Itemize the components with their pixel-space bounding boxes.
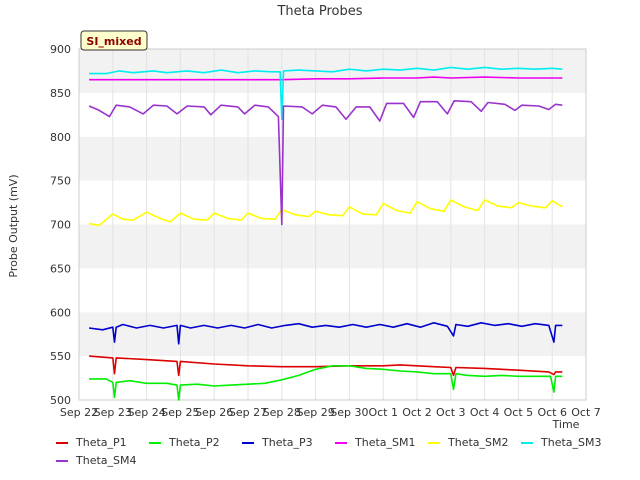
plot-bands — [79, 49, 586, 400]
x-tick-label: Sep 22 — [60, 406, 98, 419]
x-tick-label: Sep 25 — [161, 406, 199, 419]
legend-item: Theta_SM4 — [56, 454, 136, 467]
y-tick-label: 800 — [50, 131, 71, 144]
x-tick-label: Sep 29 — [296, 406, 334, 419]
x-tick-label: Sep 23 — [94, 406, 132, 419]
series-line-theta-sm2 — [88, 199, 563, 227]
legend-label: Theta_P1 — [76, 436, 127, 449]
legend-item: Theta_SM3 — [521, 436, 601, 449]
plot-band — [79, 268, 586, 313]
chart-title: Theta Probes — [276, 4, 362, 19]
y-tick-label: 500 — [50, 394, 71, 407]
plot-band — [79, 92, 586, 137]
annotation-label: SI_mixed — [86, 35, 141, 48]
legend-item: Theta_SM1 — [335, 436, 415, 449]
legend-item: Theta_P1 — [56, 436, 127, 449]
legend-item: Theta_P3 — [242, 436, 313, 449]
x-tick-label: Sep 26 — [195, 406, 233, 419]
legend-swatch — [56, 442, 68, 444]
series-line-theta-sm4 — [88, 100, 563, 226]
x-gridlines — [78, 49, 587, 400]
y-tick-label: 600 — [50, 306, 71, 319]
series-line-theta-sm3 — [89, 66, 563, 120]
series-line-theta-p3 — [88, 322, 563, 345]
y-axis-label: Probe Output (mV) — [7, 174, 20, 277]
legend-label: Theta_P2 — [169, 436, 220, 449]
x-axis-label: Time — [552, 418, 580, 431]
series-line-theta-p1 — [89, 355, 563, 377]
x-tick-label: Oct 6 — [537, 406, 567, 419]
y-tick-labels: 500 550 600 650 700 750 800 850 900 — [50, 43, 71, 407]
y-tick-label: 550 — [50, 350, 71, 363]
y-tick-label: 700 — [50, 219, 71, 232]
x-tick-label: Oct 4 — [470, 406, 500, 419]
legend-swatch — [521, 442, 533, 444]
plot-band — [79, 180, 586, 225]
plot-band — [79, 49, 586, 93]
x-tick-label: Oct 5 — [504, 406, 534, 419]
legend-swatch — [428, 442, 440, 444]
y-tick-label: 850 — [50, 87, 71, 100]
legend-swatch — [149, 442, 161, 444]
legend-label: Theta_SM4 — [76, 454, 137, 467]
legend-label: Theta_SM1 — [355, 436, 416, 449]
legend-label: Theta_SM2 — [448, 436, 509, 449]
plot-band — [79, 136, 586, 181]
legend-label: Theta_SM3 — [541, 436, 602, 449]
x-tick-label: Oct 3 — [436, 406, 466, 419]
legend-label: Theta_P3 — [262, 436, 313, 449]
plot-band — [79, 356, 586, 400]
annotation-box: SI_mixed — [80, 30, 148, 51]
y-tick-label: 650 — [50, 262, 71, 275]
legend-swatch — [335, 442, 347, 444]
series-line-theta-p2 — [89, 365, 563, 401]
plot-band — [79, 312, 586, 357]
series-line-theta-sm1 — [89, 76, 563, 81]
legend-swatch — [242, 442, 254, 444]
x-tick-label: Sep 30 — [330, 406, 368, 419]
legend-item: Theta_P2 — [149, 436, 220, 449]
x-tick-label: Oct 7 — [571, 406, 601, 419]
plot-frame — [78, 48, 587, 401]
y-tick-label: 900 — [50, 43, 71, 56]
x-tick-label: Sep 28 — [263, 406, 301, 419]
x-tick-label: Sep 24 — [127, 406, 165, 419]
x-tick-label: Sep 27 — [229, 406, 267, 419]
plot-band — [79, 224, 586, 269]
x-tick-label: Oct 2 — [402, 406, 432, 419]
legend-item: Theta_SM2 — [428, 436, 508, 449]
legend-swatch — [56, 460, 68, 462]
x-tick-label: Oct 1 — [368, 406, 398, 419]
y-tick-label: 750 — [50, 175, 71, 188]
series-group — [88, 66, 563, 401]
